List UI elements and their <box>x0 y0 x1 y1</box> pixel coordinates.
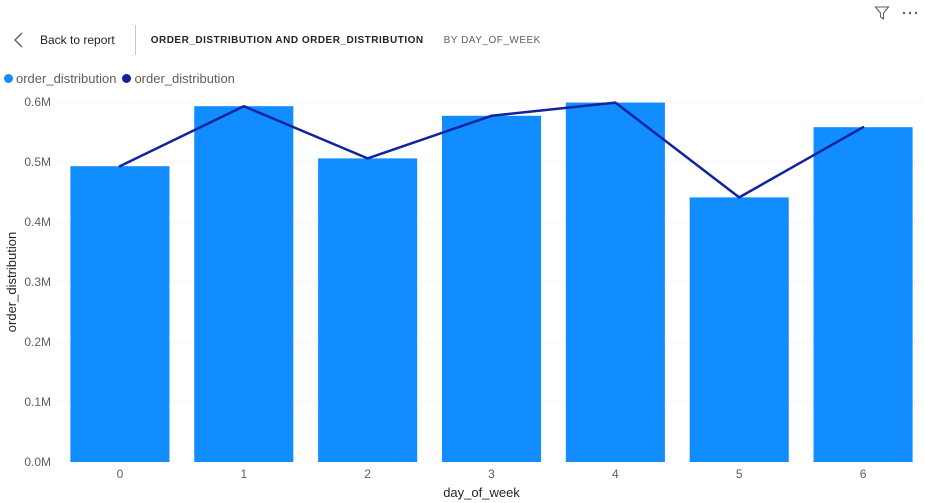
y-tick-label: 0.4M <box>24 215 51 229</box>
legend-label-line: order_distribution <box>134 71 235 86</box>
x-axis-ticks: 0 1 2 3 4 5 6 <box>117 467 867 481</box>
line-series <box>118 101 865 199</box>
line-series-path[interactable] <box>118 101 865 199</box>
chevron-left-icon <box>14 32 23 48</box>
legend-item-line-series[interactable]: order_distribution <box>122 71 235 86</box>
legend-item-bar-series[interactable]: order_distribution <box>4 71 116 86</box>
y-tick-label: 0.2M <box>24 335 51 349</box>
back-label: Back to report <box>40 33 115 47</box>
bars <box>70 102 913 463</box>
more-options-icon[interactable] <box>901 4 919 22</box>
bar-day-6[interactable] <box>813 127 913 462</box>
x-tick-label: 0 <box>117 467 124 481</box>
visual-title: ORDER_DISTRIBUTION AND ORDER_DISTRIBUTIO… <box>150 34 424 46</box>
header-divider <box>134 25 136 55</box>
x-tick-label: 6 <box>860 467 867 481</box>
y-tick-label: 0.6M <box>24 95 51 109</box>
x-tick-label: 1 <box>240 467 247 481</box>
y-tick-label: 0.3M <box>24 275 51 289</box>
x-axis-title: day_of_week <box>443 485 520 500</box>
visual-toolbar <box>873 4 919 22</box>
y-axis-ticks: 0.0M 0.1M 0.2M 0.3M 0.4M 0.5M 0.6M <box>24 95 51 469</box>
bar-day-1[interactable] <box>194 106 294 462</box>
x-tick-label: 3 <box>488 467 495 481</box>
filter-icon[interactable] <box>873 4 891 22</box>
bar-day-3[interactable] <box>441 115 542 463</box>
visual-header: Back to report ORDER_DISTRIBUTION AND OR… <box>0 24 925 56</box>
y-tick-label: 0.1M <box>24 395 51 409</box>
bar-day-5[interactable] <box>689 197 789 462</box>
legend-dot-line <box>122 74 132 83</box>
y-tick-label: 0.5M <box>24 155 51 169</box>
y-axis-title: order_distribution <box>4 232 19 332</box>
legend-label-bar: order_distribution <box>16 71 117 86</box>
bar-day-2[interactable] <box>318 158 418 462</box>
chart-legend: order_distribution order_distribution <box>4 71 241 86</box>
x-tick-label: 5 <box>736 467 743 481</box>
legend-dot-bar <box>4 74 13 83</box>
back-to-report-button[interactable]: Back to report <box>12 31 115 49</box>
visual-subtitle: BY DAY_OF_WEEK <box>443 34 541 46</box>
x-tick-label: 2 <box>364 467 371 481</box>
bar-day-0[interactable] <box>70 166 170 462</box>
y-tick-label: 0.0M <box>24 455 51 469</box>
x-tick-label: 4 <box>612 467 619 481</box>
bar-day-4[interactable] <box>565 102 665 462</box>
